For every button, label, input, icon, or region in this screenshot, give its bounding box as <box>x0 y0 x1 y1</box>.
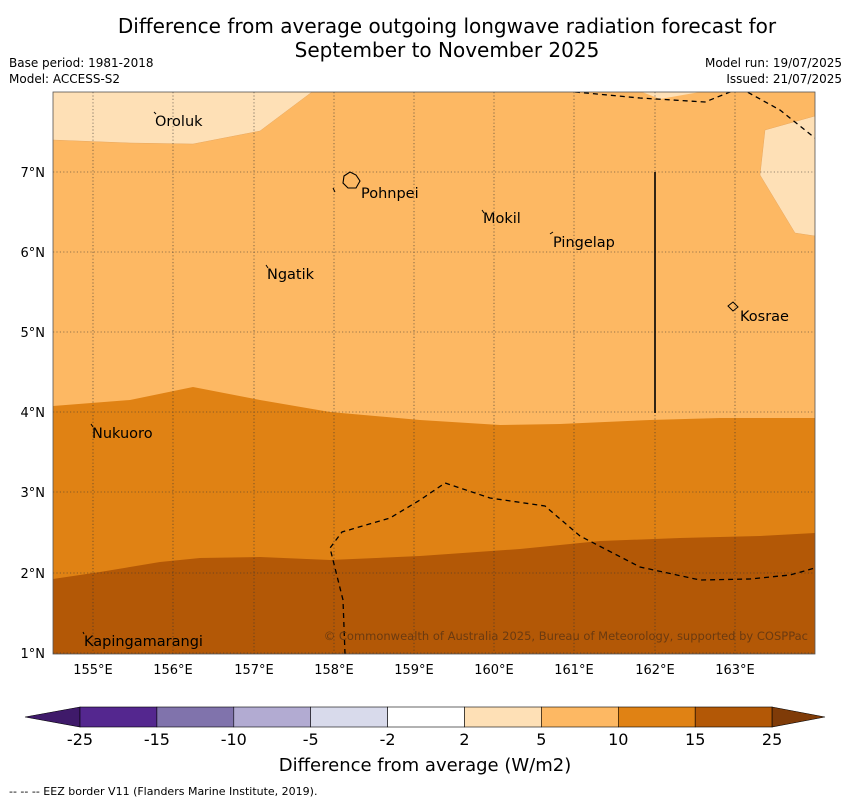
title-line-2: September to November 2025 <box>294 38 600 62</box>
latitude-label: 7°N <box>21 166 46 181</box>
base-period: Base period: 1981-2018 <box>9 56 154 70</box>
colorbar-tick-label: -2 <box>380 730 396 749</box>
latitude-label: 5°N <box>21 326 46 341</box>
eez-legend-text: -- -- -- EEZ border V11 (Flanders Marine… <box>9 785 318 798</box>
pohnpei-island-outline <box>342 171 361 189</box>
colorbar-label: Difference from average (W/m2) <box>278 755 572 776</box>
band-2-5-north <box>642 92 700 99</box>
kosrae-island-outline <box>727 301 739 312</box>
colorbar-tick-label: 2 <box>459 730 469 749</box>
ngatik-mark <box>265 264 269 269</box>
longitude-label: 158°E <box>314 663 354 678</box>
colorbar-tick-label: -5 <box>303 730 319 749</box>
colorbar-tick-label: 5 <box>536 730 546 749</box>
band-2-5-east <box>759 115 815 237</box>
colorbar-extend-low <box>24 706 81 728</box>
colorbar-tick-label: -15 <box>144 730 170 749</box>
place-kapingamarangi: Kapingamarangi <box>84 634 203 650</box>
colorbar-segment <box>541 706 619 728</box>
longitude-label: 155°E <box>73 663 113 678</box>
colorbar-tick-label: 10 <box>608 730 628 749</box>
latitude-label: 6°N <box>21 246 46 261</box>
meta-right: Model run: 19/07/2025 Issued: 21/07/2025 <box>705 55 842 87</box>
place-pingelap: Pingelap <box>553 235 615 251</box>
colorbar-segment <box>310 706 388 728</box>
colorbar-segment <box>694 706 773 728</box>
model-run: Model run: 19/07/2025 <box>704 56 842 70</box>
pingelap-mark <box>549 231 554 235</box>
colorbar-segment <box>156 706 235 728</box>
title-line-1: Difference from average outgoing longwav… <box>117 14 777 38</box>
band-2-5-northwest <box>53 92 313 145</box>
place-pohnpei: Pohnpei <box>361 186 419 202</box>
colorbar-segment <box>79 706 158 728</box>
meta-left: Base period: 1981-2018 Model: ACCESS-S2 <box>9 55 154 87</box>
page-title: Difference from average outgoing longwav… <box>0 14 850 62</box>
atoll-marks <box>82 111 554 635</box>
place-ngatik: Ngatik <box>267 267 315 283</box>
nukuoro-mark <box>90 423 94 428</box>
colorbar-segment <box>464 706 542 728</box>
colorbar-segment <box>387 706 465 728</box>
place-labels: Oroluk Pohnpei Mokil Pingelap Ngatik Kos… <box>84 114 789 650</box>
model-name: Model: ACCESS-S2 <box>9 72 121 86</box>
copyright-text: © Commonwealth of Australia 2025, Bureau… <box>324 629 808 643</box>
oroluk-mark <box>153 111 157 115</box>
latitude-label: 4°N <box>21 406 46 421</box>
kapingamarangi-mark <box>82 631 85 635</box>
eez-border-northeast <box>745 92 815 139</box>
longitude-label: 161°E <box>554 663 594 678</box>
longitude-label: 160°E <box>474 663 514 678</box>
place-kosrae: Kosrae <box>740 309 789 325</box>
place-mokil: Mokil <box>483 211 521 227</box>
map-frame <box>52 91 816 655</box>
eez-borders <box>329 92 815 654</box>
graticule <box>53 92 815 654</box>
latitude-label: 3°N <box>21 486 46 501</box>
longitude-label: 156°E <box>153 663 193 678</box>
colorbar-tick-label: -25 <box>67 730 93 749</box>
longitude-label: 159°E <box>394 663 434 678</box>
longitude-labels: 155°E 156°E 157°E 158°E 159°E 160°E 161°E 162°E… <box>73 663 755 678</box>
longitude-label: 157°E <box>234 663 274 678</box>
place-nukuoro: Nukuoro <box>92 426 153 442</box>
longitude-label: 162°E <box>635 663 675 678</box>
colorbar-segment <box>617 706 696 728</box>
latitude-labels: 7°N 6°N 5°N 4°N 3°N 2°N 1°N <box>21 166 46 662</box>
colorbar: -25 -15 -10 -5 -2 2 5 10 15 25 <box>24 706 826 749</box>
colorbar-segment <box>233 706 312 728</box>
colorbar-tick-label: 25 <box>762 730 782 749</box>
ant-atoll-mark <box>332 187 336 193</box>
place-oroluk: Oroluk <box>155 114 203 130</box>
longitude-label: 163°E <box>715 663 755 678</box>
mokil-mark <box>481 209 485 214</box>
map-plot-area: Oroluk Pohnpei Mokil Pingelap Ngatik Kos… <box>53 92 815 654</box>
eez-border-south <box>329 482 815 654</box>
latitude-label: 2°N <box>21 567 46 582</box>
colorbar-tick-label: 15 <box>685 730 705 749</box>
band-15-25 <box>53 533 815 654</box>
colorbar-tick-label: -10 <box>221 730 247 749</box>
colorbar-extend-high <box>771 706 826 728</box>
latitude-label: 1°N <box>21 647 46 662</box>
issued-date: Issued: 21/07/2025 <box>726 72 842 86</box>
